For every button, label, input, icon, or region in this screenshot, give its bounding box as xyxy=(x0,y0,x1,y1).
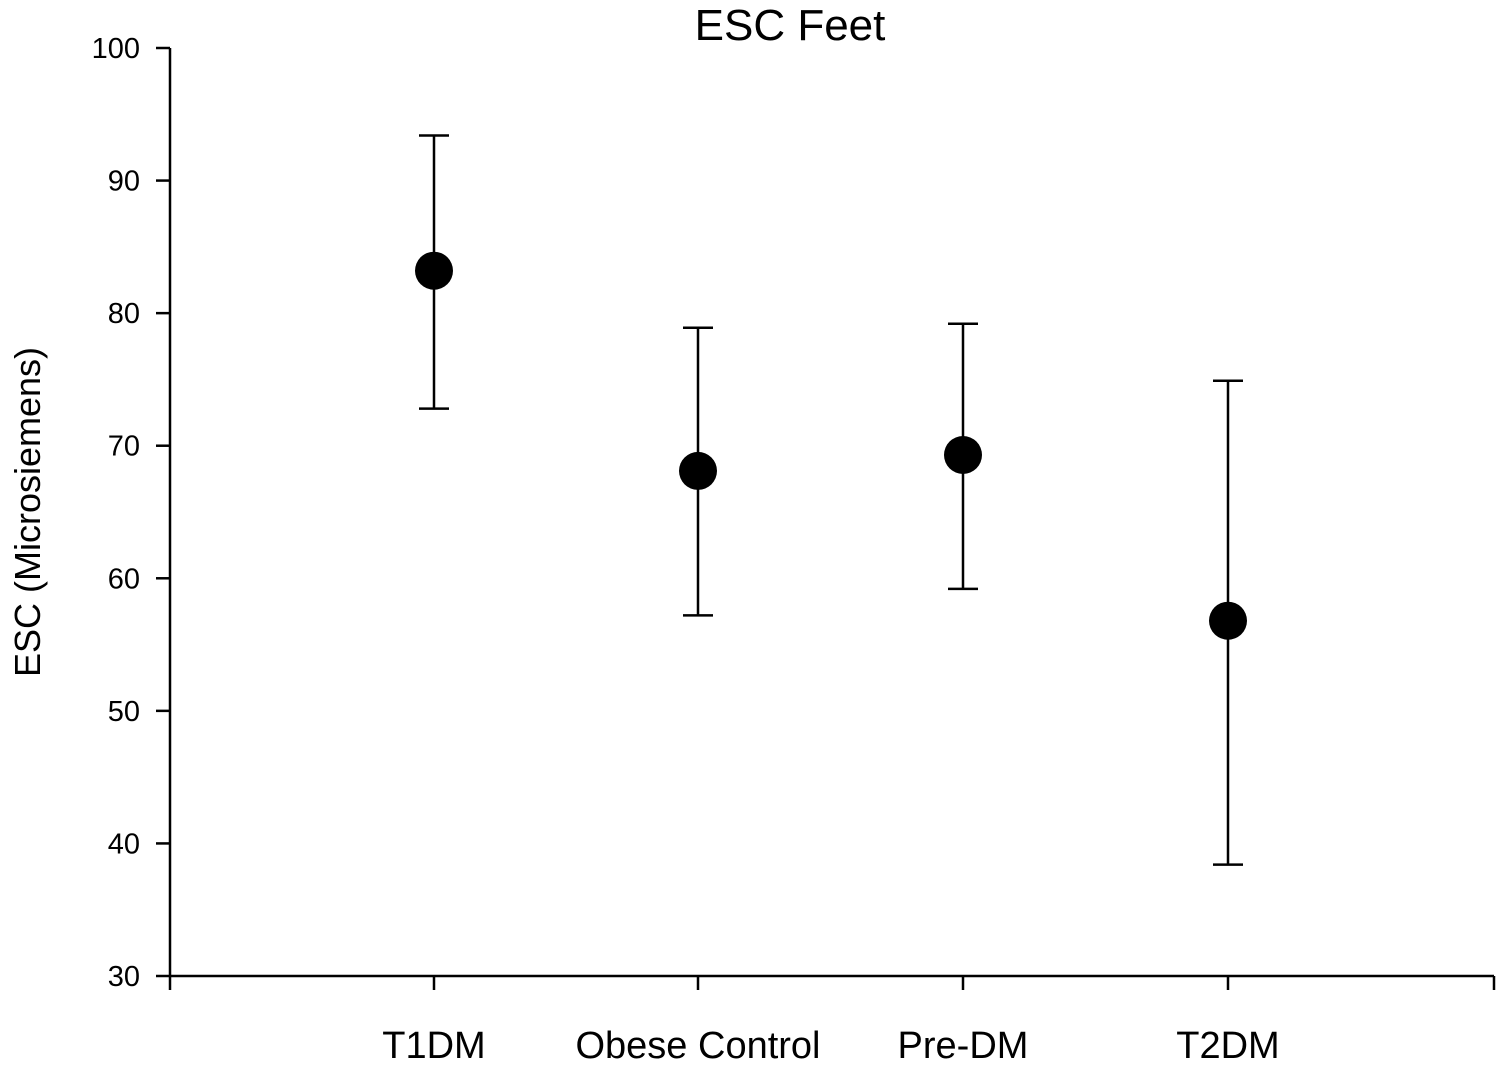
y-tick-label-80: 80 xyxy=(108,298,140,330)
data-points xyxy=(415,251,1247,640)
y-ticks: 30 40 50 60 70 80 90 100 xyxy=(92,33,170,993)
x-ticks: T1DM Obese Control Pre-DM T2DM xyxy=(168,976,1496,1065)
y-tick-label-50: 50 xyxy=(108,696,140,728)
x-tick-label-pre-dm: Pre-DM xyxy=(898,1025,1029,1065)
y-tick-label-70: 70 xyxy=(108,431,140,463)
y-tick-label-30: 30 xyxy=(108,961,140,993)
error-bars xyxy=(419,134,1243,866)
y-tick-label-100: 100 xyxy=(92,33,140,65)
x-tick-label-t1dm: T1DM xyxy=(382,1025,485,1065)
y-axis-title: ESC (Microsiemens) xyxy=(7,347,48,677)
y-tick-label-90: 90 xyxy=(108,166,140,198)
data-point-obese-control xyxy=(679,451,717,490)
data-point-pre-dm xyxy=(944,435,982,474)
data-point-t1dm xyxy=(415,251,453,290)
y-tick-label-40: 40 xyxy=(108,828,140,860)
y-tick-label-60: 60 xyxy=(108,563,140,595)
chart-title: ESC Feet xyxy=(695,1,886,50)
x-tick-label-t2dm: T2DM xyxy=(1176,1025,1279,1065)
data-point-t2dm xyxy=(1209,601,1247,640)
x-tick-label-obese-control: Obese Control xyxy=(575,1025,820,1065)
